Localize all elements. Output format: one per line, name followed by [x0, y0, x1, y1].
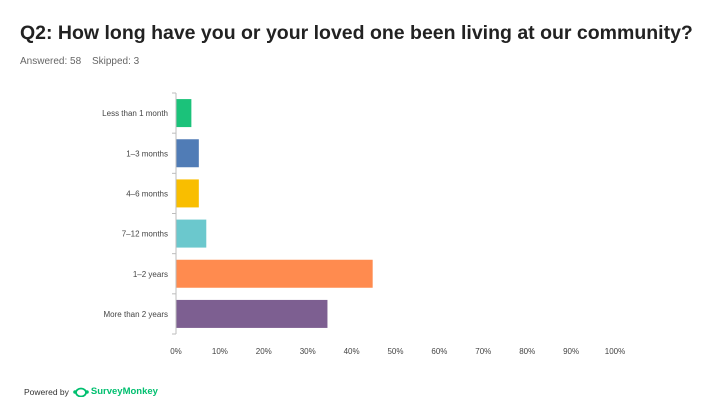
x-tick-label: 50%	[387, 347, 403, 356]
category-label: 4–6 months	[126, 189, 168, 198]
x-tick-label: 30%	[300, 347, 316, 356]
powered-by-text: Powered by	[24, 386, 69, 397]
x-tick-label: 90%	[563, 347, 579, 356]
x-tick-label: 60%	[431, 347, 447, 356]
x-tick-label: 80%	[519, 347, 535, 356]
x-tick-label: 70%	[475, 347, 491, 356]
surveymonkey-logo-icon	[73, 387, 89, 397]
answered-count: Answered: 58	[20, 56, 82, 67]
response-stats: Answered: 58 Skipped: 3	[20, 56, 147, 67]
bar	[176, 179, 199, 208]
x-tick-label: 100%	[605, 347, 625, 356]
category-label: 1–2 years	[133, 270, 168, 279]
footer: Powered by SurveyMonkey	[24, 386, 158, 397]
x-tick-label: 40%	[344, 347, 360, 356]
bar	[176, 299, 328, 328]
x-tick-label: 10%	[212, 347, 228, 356]
category-label: 1–3 months	[126, 149, 168, 158]
bar	[176, 99, 192, 128]
bar	[176, 219, 207, 248]
page-title: Q2: How long have you or your loved one …	[20, 22, 693, 44]
category-label: More than 2 years	[104, 310, 168, 319]
brand-name: SurveyMonkey	[90, 386, 158, 397]
skipped-count: Skipped: 3	[91, 56, 140, 67]
x-tick-label: 0%	[170, 347, 182, 356]
x-tick-label: 20%	[256, 347, 272, 356]
category-label: Less than 1 month	[102, 109, 168, 118]
bar	[176, 259, 373, 288]
bar	[176, 139, 199, 168]
category-label: 7–12 months	[122, 230, 168, 239]
